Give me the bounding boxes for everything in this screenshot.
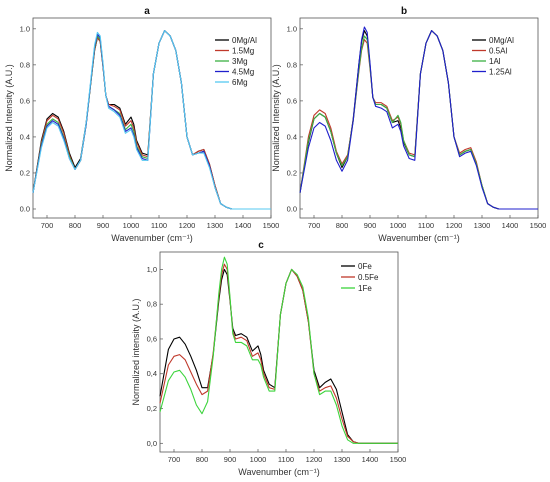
panel-label: a: [144, 6, 150, 17]
y-tick-label: 0.4: [287, 132, 297, 141]
y-tick-label: 0.6: [20, 96, 30, 105]
x-tick-label: 1400: [502, 221, 519, 230]
y-tick-label: 0.0: [287, 204, 297, 213]
x-tick-label: 1000: [123, 221, 140, 230]
x-tick-label: 700: [41, 221, 54, 230]
x-tick-label: 1400: [235, 221, 252, 230]
y-tick-label: 0.2: [20, 168, 30, 177]
x-tick-label: 1300: [207, 221, 224, 230]
series-line-0.5Fe: [159, 263, 398, 444]
x-tick-label: 800: [69, 221, 82, 230]
x-tick-label: 1000: [250, 455, 267, 464]
y-tick-label: 0,0: [147, 439, 157, 448]
series-line-1Al: [299, 30, 538, 210]
x-tick-label: 800: [336, 221, 349, 230]
x-tick-label: 1100: [418, 221, 434, 230]
y-tick-label: 0.0: [20, 204, 30, 213]
x-axis-label: Wavenumber (cm⁻¹): [238, 467, 319, 477]
y-tick-label: 1.0: [20, 24, 30, 33]
y-tick-label: 0,2: [147, 404, 157, 413]
legend-label: 0Mg/Al: [232, 36, 257, 45]
x-tick-label: 1200: [306, 455, 323, 464]
series-line-6Mg: [32, 30, 271, 210]
x-tick-label: 1500: [263, 221, 280, 230]
x-axis-label: Wavenumber (cm⁻¹): [378, 233, 459, 243]
y-tick-label: 0,4: [147, 369, 157, 378]
y-tick-label: 0.6: [287, 96, 297, 105]
chart-panel-c: c 700 800 900 1000 1100 1200 1300 1400 1500 0,0 0,2…: [131, 240, 406, 477]
x-tick-label: 800: [196, 455, 209, 464]
x-tick-label: 1300: [334, 455, 351, 464]
panel-label: b: [401, 6, 407, 17]
x-tick-label: 1100: [151, 221, 167, 230]
y-tick-label: 0.4: [20, 132, 30, 141]
legend-label: 0.5Fe: [358, 273, 379, 282]
x-tick-label: 1200: [179, 221, 196, 230]
series-line-0.5Al: [299, 30, 538, 210]
plot-frame: [32, 17, 272, 219]
x-tick-label: 1100: [278, 455, 294, 464]
legend-label: 0Mg/Al: [489, 36, 514, 45]
x-tick-label: 1500: [530, 221, 547, 230]
x-tick-label: 900: [97, 221, 110, 230]
legend-label: 4.5Mg: [232, 68, 254, 77]
legend-label: 1.5Mg: [232, 47, 254, 56]
y-tick-label: 0.2: [287, 168, 297, 177]
legend-label: 0Fe: [358, 262, 372, 271]
series-line-0Mg/Al: [299, 30, 538, 210]
y-tick-label: 0,8: [147, 300, 157, 309]
x-tick-label: 1400: [362, 455, 379, 464]
x-tick-label: 1300: [474, 221, 491, 230]
x-tick-label: 1000: [390, 221, 407, 230]
legend-label: 6Mg: [232, 78, 248, 87]
plot-frame: [159, 251, 399, 453]
chart-panel-b: b 700 800 900 1000 1100 1200 1300 1400 1500 0.0 0.2…: [271, 6, 546, 243]
y-axis-label: Normalized intensity (A.U.): [131, 298, 141, 405]
x-axis-label: Wavenumber (cm⁻¹): [111, 233, 192, 243]
plot-frame: [299, 17, 539, 219]
x-tick-label: 1200: [446, 221, 463, 230]
y-tick-label: 0.8: [287, 60, 297, 69]
y-tick-label: 0.8: [20, 60, 30, 69]
legend-label: 0.5Al: [489, 47, 507, 56]
y-axis-label: Normalized Intensity (A.U.): [271, 64, 281, 172]
x-tick-label: 1500: [390, 455, 407, 464]
series-line-1.25Al: [299, 26, 538, 210]
x-tick-label: 700: [308, 221, 321, 230]
chart-panel-a: a 700 800 900 1000 1100 1200 1300 1400 1500 0.0 0.2…: [4, 6, 279, 243]
y-tick-label: 1.0: [287, 24, 297, 33]
legend-label: 1Fe: [358, 284, 372, 293]
x-tick-label: 700: [168, 455, 181, 464]
y-axis-label: Normalized Intensity (A.U.): [4, 64, 14, 172]
panel-label: c: [258, 240, 264, 251]
x-tick-label: 900: [364, 221, 377, 230]
legend-label: 1Al: [489, 57, 501, 66]
legend-label: 1.25Al: [489, 68, 512, 77]
series-line-0Fe: [159, 268, 398, 444]
y-tick-label: 0,6: [147, 334, 157, 343]
legend-label: 3Mg: [232, 57, 248, 66]
x-tick-label: 900: [224, 455, 237, 464]
y-tick-label: 1,0: [147, 265, 157, 274]
series-line-1Fe: [159, 256, 398, 444]
